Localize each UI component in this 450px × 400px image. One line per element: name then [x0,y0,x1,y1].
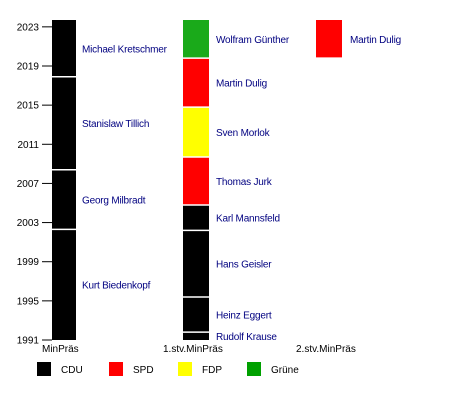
legend: CDU SPD FDP Grüne [37,362,299,376]
term-label: Martin Dulig [350,35,401,46]
term-bar [316,20,342,59]
term-bar [52,169,76,230]
y-tick-label: 2011 [17,140,39,151]
term-bar [183,296,209,333]
term-label: Michael Kretschmer [82,44,168,55]
legend-swatch [109,362,123,376]
term-bar [183,204,209,231]
legend-swatch [37,362,51,376]
term-bar [52,76,76,170]
term-label: Martin Dulig [216,79,267,90]
x-axis: MinPräs 1.stv.MinPräs 2.stv.MinPräs [42,344,356,355]
term-bar [183,230,209,297]
legend-swatch [178,362,192,376]
y-tick-label: 2007 [17,179,40,190]
y-tick-label: 1999 [17,257,40,268]
term-label: Stanislaw Tillich [82,119,149,130]
y-tick-label: 1995 [17,296,40,307]
column-label: 2.stv.MinPräs [296,344,356,355]
y-axis: 1991 1995 1999 2003 2007 2011 2015 2019 2023 [17,22,52,347]
term-bar [183,332,209,340]
term-label: Sven Morlok [216,128,271,139]
term-bar [183,58,209,108]
legend-label: Grüne [271,365,299,376]
chart-labels: Kurt Biedenkopf Georg Milbradt Stanislaw T… [82,35,401,343]
y-tick-label: 1991 [17,336,40,347]
y-tick-label: 2015 [17,101,40,112]
term-label: Rudolf Krause [216,332,277,343]
chart-bars [52,20,342,340]
term-label: Kurt Biedenkopf [82,281,151,292]
column-label: MinPräs [42,344,79,355]
term-label: Heinz Eggert [216,311,272,322]
legend-swatch [247,362,261,376]
term-label: Hans Geisler [216,260,272,271]
column-label: 1.stv.MinPräs [163,344,223,355]
y-tick-label: 2023 [17,22,40,33]
term-bar [52,229,76,340]
term-label: Georg Milbradt [82,196,146,207]
term-bar [183,20,209,59]
term-bar [183,157,209,205]
term-label: Karl Mannsfeld [216,214,280,225]
legend-label: CDU [61,365,83,376]
legend-label: FDP [202,365,222,376]
term-label: Wolfram Günther [216,35,290,46]
term-label: Thomas Jurk [216,177,273,188]
term-bar [183,107,209,158]
y-tick-label: 2019 [17,61,40,72]
term-bar [52,20,76,77]
legend-label: SPD [133,365,154,376]
y-tick-label: 2003 [17,218,40,229]
